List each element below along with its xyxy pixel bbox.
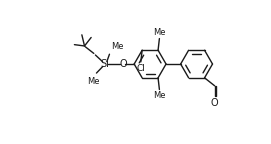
- Text: Me: Me: [87, 77, 100, 86]
- Text: O: O: [211, 98, 218, 108]
- Text: O: O: [119, 59, 127, 69]
- Text: Me: Me: [153, 28, 166, 37]
- Text: Cl: Cl: [136, 64, 145, 73]
- Text: Si: Si: [101, 59, 109, 69]
- Text: Me: Me: [111, 42, 124, 51]
- Text: Me: Me: [153, 91, 166, 100]
